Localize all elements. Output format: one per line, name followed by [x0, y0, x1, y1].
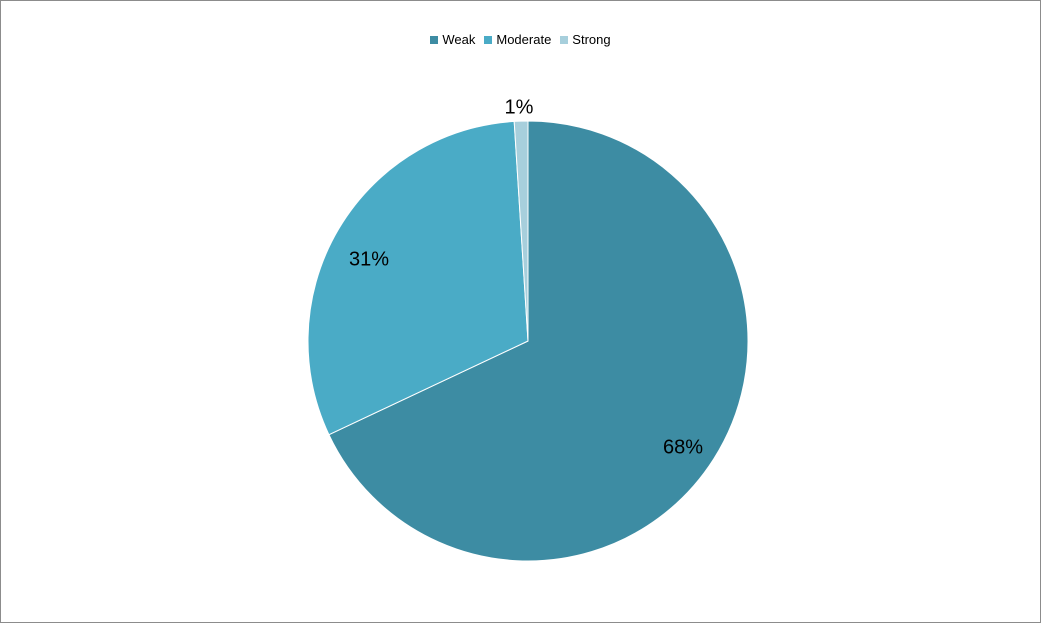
legend-item-weak: Weak: [430, 32, 475, 47]
data-label-weak: 68%: [663, 436, 703, 458]
legend: Weak Moderate Strong: [1, 32, 1040, 47]
legend-swatch-strong: [560, 35, 569, 44]
legend-item-moderate: Moderate: [484, 32, 551, 47]
legend-label-strong: Strong: [572, 32, 611, 47]
pie-slice-weak: [328, 120, 749, 562]
pie-slice-moderate: [307, 120, 529, 436]
data-label-moderate: 31%: [349, 248, 389, 270]
legend-item-strong: Strong: [560, 32, 611, 47]
data-label-strong: 1%: [505, 96, 534, 118]
legend-swatch-weak: [430, 35, 439, 44]
pie-slice-strong: [513, 120, 529, 342]
legend-label-weak: Weak: [442, 32, 476, 47]
legend-label-moderate: Moderate: [496, 32, 552, 47]
legend-swatch-moderate: [484, 35, 493, 44]
